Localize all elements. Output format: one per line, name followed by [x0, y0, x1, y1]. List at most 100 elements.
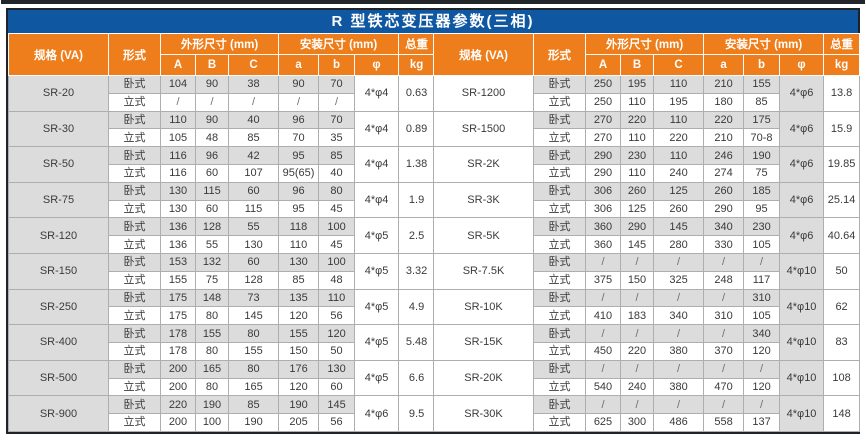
form-cell: 卧式 [108, 217, 161, 237]
value-cell: 70 [318, 75, 356, 94]
weight-cell: 2.5 [398, 217, 436, 254]
value-cell: 200 [160, 359, 196, 379]
value-cell: 290 [585, 163, 621, 183]
value-cell: 55 [227, 217, 280, 237]
value-cell: / [652, 252, 705, 272]
weight-cell: 19.85 [823, 146, 861, 183]
value-cell: 145 [652, 217, 705, 237]
form-cell: 卧式 [533, 324, 586, 343]
value-cell: 136 [160, 217, 196, 237]
value-cell: 145 [318, 395, 356, 415]
table-row-vertical: 立式 540 240 380 470 120 [434, 377, 860, 397]
table-row-horizontal: SR-30 卧式 110 90 40 96 70 4*φ4 0.89 [8, 110, 436, 148]
value-cell: 105 [743, 235, 781, 254]
value-cell: 80 [318, 181, 356, 201]
form-cell: 立式 [108, 306, 161, 326]
page-top-border [1, 0, 865, 4]
value-cell: 90 [195, 75, 229, 94]
value-cell: 195 [620, 75, 654, 94]
value-cell: 260 [703, 181, 745, 201]
value-cell: 220 [652, 128, 705, 148]
value-cell: 115 [227, 199, 280, 219]
spec-cell: SR-120 [8, 217, 109, 254]
value-cell: 130 [278, 252, 320, 272]
table-row-vertical: 立式 116 60 107 95(65) 40 [9, 163, 435, 183]
col-group-install: 安装尺寸 (mm) [278, 33, 400, 55]
form-cell: 卧式 [108, 324, 161, 343]
col-subheader-kg: kg [823, 54, 861, 76]
table-row-vertical: 立式 450 220 380 370 120 [434, 341, 860, 361]
form-cell: 立式 [533, 163, 586, 183]
value-cell: 100 [318, 252, 356, 272]
value-cell: 340 [703, 217, 745, 237]
col-subheader: b [318, 54, 356, 76]
value-cell: 116 [160, 163, 196, 183]
table-row-horizontal: SR-5K 卧式 360 290 145 340 230 4*φ6 40.64 [433, 217, 861, 254]
value-cell: 380 [652, 341, 705, 361]
value-cell: 306 [585, 181, 621, 201]
col-subheader: B [620, 54, 654, 76]
value-cell: 110 [652, 110, 705, 130]
table-row-horizontal: SR-20K 卧式 / / / //4*φ10 108 [433, 359, 861, 397]
value-cell: 104 [160, 75, 196, 94]
spec-cell: SR-15K [433, 324, 534, 361]
spec-cell: SR-10K [433, 288, 534, 326]
value-cell: 178 [160, 341, 196, 361]
value-cell: 145 [227, 306, 280, 326]
value-cell: 60 [318, 377, 356, 397]
col-subheader: b [743, 54, 781, 76]
spec-cell: SR-1500 [433, 110, 534, 148]
value-cell: 340 [652, 306, 705, 326]
value-cell: 130 [227, 235, 280, 254]
table-row-vertical: 立式 360 145 280 330 105 [434, 235, 860, 254]
table-row-horizontal: SR-150 卧式 153 132 60 130 100 4*φ5 3.32 [8, 252, 436, 290]
value-cell: 110 [620, 128, 654, 148]
table-row-horizontal: SR-3K 卧式 306 260 125 260 185 4*φ6 25.14 [433, 181, 861, 219]
phi-cell: 4*φ10 [779, 252, 825, 290]
value-cell: 120 [318, 324, 356, 343]
value-cell: 95 [278, 199, 320, 219]
form-cell: 卧式 [533, 252, 586, 272]
value-cell: 148 [195, 288, 229, 308]
value-cell: 48 [195, 128, 229, 148]
table-row-vertical: 立式 200 100 190 205 56 [9, 413, 435, 432]
table-row-horizontal: SR-20 卧式 104 90 38 90 70 4*φ4 0.63 [8, 75, 436, 112]
form-cell: 立式 [533, 377, 586, 397]
value-cell: 150 [620, 270, 654, 290]
value-cell: 80 [195, 377, 229, 397]
spec-cell: SR-7.5K [433, 252, 534, 290]
value-cell: 125 [652, 181, 705, 201]
value-cell: / [278, 92, 320, 112]
value-cell: 410 [585, 306, 621, 326]
value-cell: 135 [278, 288, 320, 308]
form-cell: 立式 [108, 270, 161, 290]
col-subheader: a [703, 54, 745, 76]
value-cell: 95 [743, 199, 781, 219]
value-cell: 180 [703, 92, 745, 112]
spec-cell: SR-1200 [433, 75, 534, 112]
value-cell: 75 [743, 163, 781, 183]
value-cell: 360 [585, 217, 621, 237]
value-cell: 240 [620, 377, 654, 397]
transformer-spec-table-panel: R 型铁芯变压器参数(三相) 规格 (VA) 形式 外形尺寸 (mm) 安装尺寸 (m… [6, 8, 861, 434]
value-cell: 42 [227, 146, 280, 165]
weight-cell: 15.9 [823, 110, 861, 148]
value-cell: 310 [703, 306, 745, 326]
value-cell: 118 [278, 217, 320, 237]
form-cell: 立式 [533, 270, 586, 290]
weight-cell: 40.64 [823, 217, 861, 254]
value-cell: 55 [195, 235, 229, 254]
value-cell: 132 [195, 252, 229, 272]
spec-cell: SR-75 [8, 181, 109, 219]
spec-cell: SR-20K [433, 359, 534, 397]
spec-cell: SR-50 [8, 146, 109, 183]
weight-cell: 25.14 [823, 181, 861, 219]
form-cell: 立式 [533, 235, 586, 254]
form-cell: 立式 [108, 413, 161, 432]
value-cell: 85 [743, 92, 781, 112]
value-cell: 155 [227, 341, 280, 361]
value-cell: 274 [703, 163, 745, 183]
form-cell: 卧式 [108, 288, 161, 308]
